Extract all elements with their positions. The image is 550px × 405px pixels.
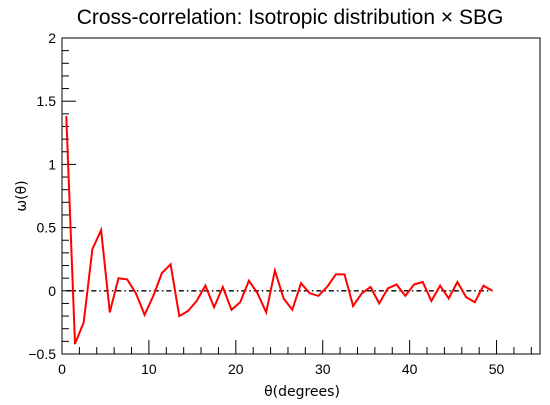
data-point xyxy=(222,286,224,288)
y-tick-label: 1.5 xyxy=(37,93,57,109)
data-point xyxy=(170,263,172,265)
axis-layer: −0.500.511.520 10 20 30 40 50 xyxy=(28,30,532,377)
y-tick-label: 0.5 xyxy=(37,220,57,236)
y-tick-label: 2 xyxy=(48,30,56,46)
data-point xyxy=(326,286,328,288)
data-point xyxy=(256,292,259,294)
data-point xyxy=(213,306,215,308)
data-point xyxy=(396,283,398,286)
data-point xyxy=(91,248,94,250)
data-point xyxy=(369,286,372,288)
y-tick-label: 1 xyxy=(48,156,56,172)
data-point xyxy=(161,272,163,274)
data-point xyxy=(343,273,346,275)
data-point xyxy=(265,311,267,313)
data-point xyxy=(309,292,311,294)
series-layer xyxy=(65,115,493,345)
x-axis-label: θ(degrees) xyxy=(264,384,340,400)
data-point xyxy=(283,297,285,299)
data-point xyxy=(274,269,276,272)
data-point xyxy=(117,277,120,279)
data-point xyxy=(291,309,293,311)
data-point xyxy=(361,292,363,294)
data-point xyxy=(152,295,154,297)
data-point xyxy=(317,295,319,297)
data-point xyxy=(74,343,76,345)
data-point xyxy=(448,297,450,299)
x-tick-label: 0 xyxy=(58,361,66,377)
data-point xyxy=(187,310,189,312)
x-tick-label: 40 xyxy=(402,361,418,377)
data-point xyxy=(178,315,180,317)
x-tick-label: 30 xyxy=(315,361,331,377)
y-tick-label: −0.5 xyxy=(28,346,56,362)
data-point xyxy=(422,281,424,283)
data-point xyxy=(474,301,476,303)
data-point xyxy=(126,278,128,281)
data-point xyxy=(230,309,233,311)
series-line xyxy=(65,116,493,345)
data-point xyxy=(196,300,198,302)
data-point xyxy=(143,314,146,316)
x-tick-label: 10 xyxy=(141,361,157,377)
data-point xyxy=(404,295,406,297)
data-point xyxy=(378,302,380,305)
data-point xyxy=(456,281,459,283)
data-point xyxy=(465,296,467,298)
data-point xyxy=(482,285,485,287)
chart-title: Cross-correlation: Isotropic distributio… xyxy=(77,6,504,29)
x-tick-label: 20 xyxy=(228,361,244,377)
data-point xyxy=(83,321,85,323)
data-point xyxy=(204,285,206,287)
data-point xyxy=(248,280,250,282)
data-point xyxy=(65,115,67,117)
y-axis-label: ω(θ) xyxy=(14,180,30,211)
x-tick-label: 50 xyxy=(489,361,505,377)
data-point xyxy=(109,311,111,313)
data-point xyxy=(413,283,415,286)
data-point xyxy=(387,287,389,289)
data-point xyxy=(300,282,302,284)
data-point xyxy=(135,292,137,294)
y-tick-label: 0 xyxy=(48,283,56,299)
data-point xyxy=(439,285,441,287)
data-point xyxy=(352,305,354,307)
data-point xyxy=(239,301,241,303)
data-point xyxy=(100,229,102,231)
data-point xyxy=(491,290,493,292)
data-point xyxy=(430,300,432,302)
data-point xyxy=(335,273,337,275)
plot-frame xyxy=(61,37,541,355)
